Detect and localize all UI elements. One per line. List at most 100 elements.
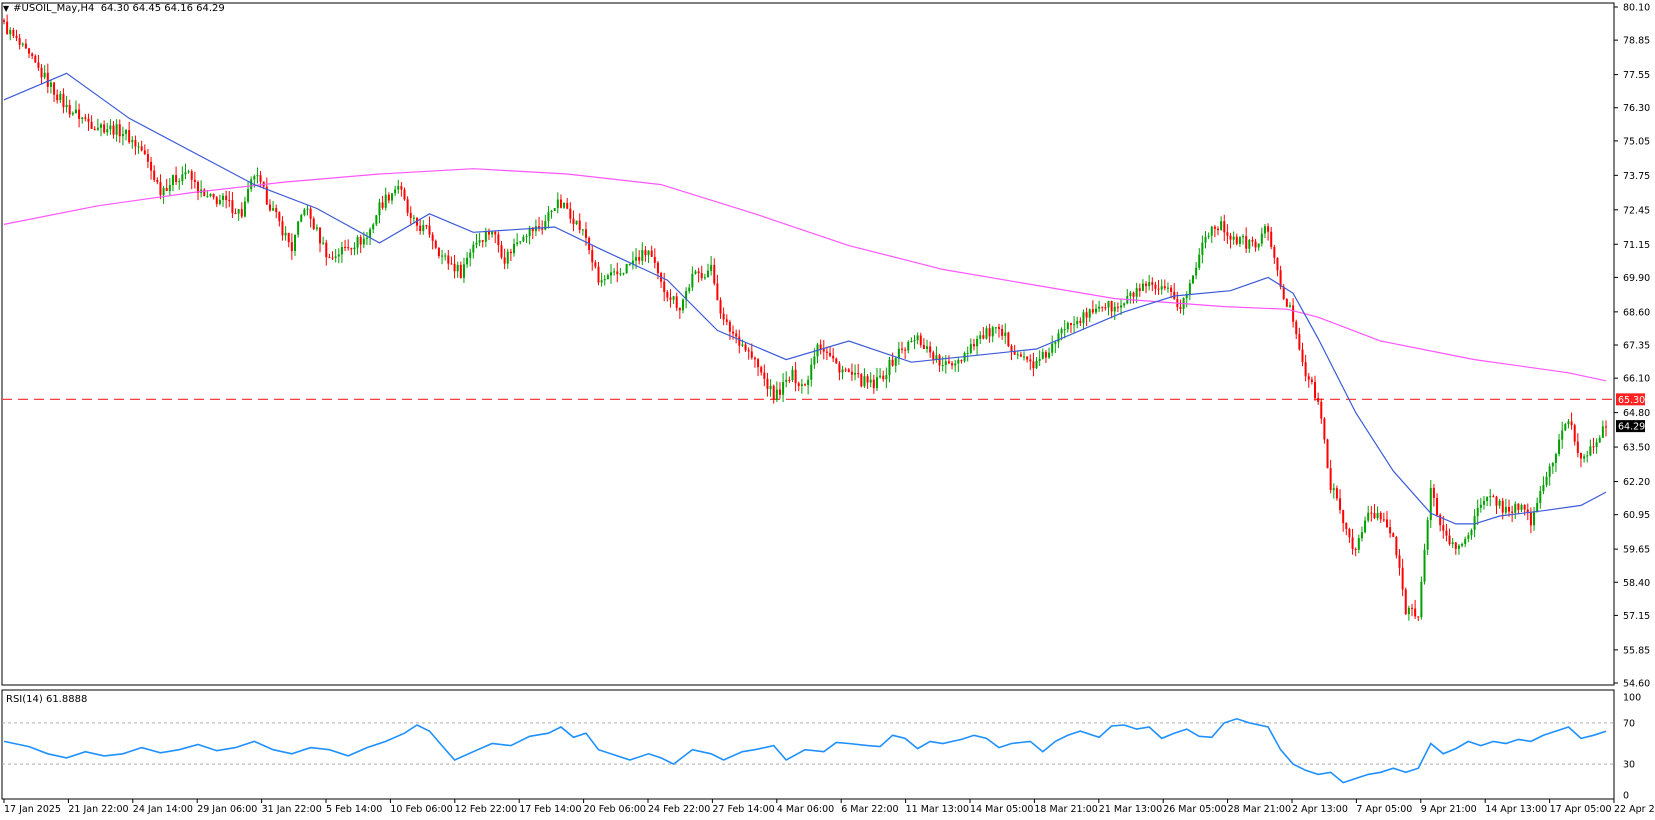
candle-body <box>885 375 888 380</box>
candle-body <box>1605 426 1607 428</box>
menu-triangle-icon[interactable]: ▼ <box>3 4 10 13</box>
candle-body <box>1088 309 1091 318</box>
time-tick-label: 21 Jan 22:00 <box>68 804 128 815</box>
time-tick-label: 17 Feb 14:00 <box>519 804 581 815</box>
candle-body <box>1533 512 1536 526</box>
candle-body <box>109 125 112 130</box>
candle-body <box>419 225 422 231</box>
price-tick-label: 68.60 <box>1623 307 1650 318</box>
candle-body <box>90 121 93 129</box>
rsi-levels <box>2 722 1614 765</box>
candle-body <box>1129 292 1132 297</box>
candle-body <box>81 117 84 119</box>
candle-body <box>782 381 785 395</box>
candle-body <box>284 232 287 236</box>
candle-body <box>1523 504 1526 510</box>
candle-body <box>1110 300 1113 312</box>
candle-body <box>1154 284 1157 289</box>
candle-body <box>365 237 368 239</box>
candle-body <box>741 344 744 346</box>
candle-body <box>231 200 234 213</box>
candle-body <box>910 341 913 343</box>
candle-body <box>541 228 544 230</box>
candle-body <box>1539 491 1542 503</box>
candle-body <box>825 351 828 353</box>
candle-body <box>450 263 453 265</box>
candle-body <box>697 271 700 274</box>
candle-body <box>1357 538 1360 550</box>
candle-body <box>240 209 243 217</box>
candle-body <box>1567 421 1570 425</box>
candle-body <box>685 291 688 300</box>
candle-body <box>1423 549 1426 582</box>
candle-body <box>228 199 231 201</box>
candle-body <box>1157 288 1160 290</box>
candle-body <box>1107 300 1110 308</box>
candle-body <box>822 349 825 352</box>
price-tick-label: 64.80 <box>1623 408 1650 419</box>
price-tick-label: 76.30 <box>1623 103 1650 114</box>
candle-body <box>303 209 306 215</box>
candle-body <box>256 175 259 177</box>
candle-body <box>1166 287 1169 289</box>
candle-body <box>1073 324 1076 326</box>
candle-body <box>766 378 769 389</box>
candle-body <box>619 273 622 275</box>
candle-body <box>550 210 553 213</box>
candle-body <box>1035 360 1038 369</box>
candle-body <box>663 281 666 292</box>
candle-body <box>1479 504 1482 508</box>
candle-body <box>112 125 115 135</box>
candle-body <box>919 335 922 345</box>
candle-body <box>1032 361 1035 369</box>
candle-body <box>43 72 46 78</box>
candle-body <box>1473 516 1476 530</box>
candle-body <box>1223 221 1226 233</box>
price-panel-frame <box>1 2 1615 686</box>
candle-body <box>1445 530 1448 536</box>
candle-body <box>131 140 134 143</box>
candle-body <box>1576 441 1579 453</box>
candle-body <box>1398 555 1401 568</box>
candle-body <box>575 220 578 225</box>
candle-body <box>1382 519 1385 521</box>
current-price-tag-box <box>1616 420 1645 433</box>
candle-body <box>1332 488 1335 491</box>
candle-body <box>1589 446 1592 456</box>
candle-body <box>750 351 753 358</box>
time-tick-label: 6 Mar 22:00 <box>841 804 898 815</box>
candle-body <box>1464 538 1467 544</box>
candle-body <box>1210 226 1213 236</box>
candle-body <box>841 369 844 373</box>
time-axis: 17 Jan 2025 21 Jan 22:00 24 Jan 14:00 29 Ja… <box>3 799 1655 815</box>
candle-body <box>1238 237 1241 244</box>
candle-body <box>628 263 631 265</box>
candle-body <box>1054 342 1057 344</box>
candle-body <box>1467 535 1470 539</box>
candle-body <box>1551 462 1554 467</box>
rsi-tick-label: 0 <box>1623 791 1629 802</box>
candle-body <box>1138 288 1141 291</box>
candle-body <box>1145 283 1148 286</box>
candle-body <box>1295 321 1298 335</box>
candle-body <box>707 270 710 278</box>
candle-body <box>691 273 694 288</box>
candle-body <box>265 186 268 205</box>
candle-body <box>459 264 462 278</box>
price-tick-label: 55.85 <box>1623 645 1650 656</box>
candle-body <box>797 383 800 386</box>
candle-body <box>960 360 963 362</box>
candle-body <box>1429 487 1432 521</box>
candle-body <box>78 109 81 119</box>
candle-body <box>150 161 153 171</box>
candle-body <box>916 335 919 341</box>
candle-body <box>863 376 866 387</box>
candle-body <box>1545 476 1548 486</box>
candle-body <box>1038 358 1041 361</box>
candle-body <box>118 124 121 137</box>
candle-body <box>522 236 525 242</box>
candle-body <box>616 271 619 275</box>
candle-body <box>547 212 550 222</box>
